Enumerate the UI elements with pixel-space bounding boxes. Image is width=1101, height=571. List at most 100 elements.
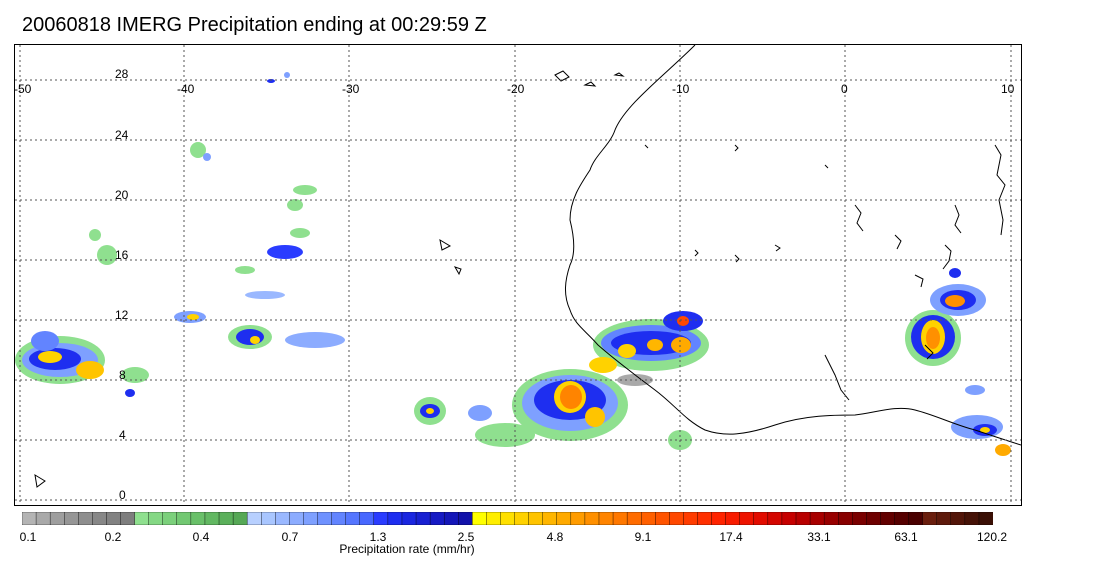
map-title: 20060818 IMERG Precipitation ending at 0… [22, 14, 487, 36]
lat-label-0: 0 [119, 488, 126, 502]
colorbar-swatch [739, 512, 755, 525]
colorbar-tick-6: 4.8 [546, 530, 564, 544]
lat-label-8: 8 [119, 368, 126, 382]
colorbar-swatch [134, 512, 150, 525]
lon-label-m10: -10 [672, 82, 690, 96]
colorbar-swatch [711, 512, 727, 525]
colorbar-swatch [373, 512, 389, 525]
colorbar-tick-2: 0.4 [192, 530, 210, 544]
precipitation-map [14, 44, 1022, 506]
colorbar [22, 512, 993, 525]
colorbar-tick-1: 0.2 [104, 530, 122, 544]
rain-cell-east-africa [905, 268, 1011, 456]
colorbar-swatch [781, 512, 797, 525]
colorbar-swatch [852, 512, 868, 525]
colorbar-swatch [626, 512, 642, 525]
lon-label-m40: -40 [177, 82, 195, 96]
colorbar-swatch [275, 512, 291, 525]
colorbar-swatch [556, 512, 572, 525]
colorbar-swatch [528, 512, 544, 525]
colorbar-swatch [753, 512, 769, 525]
colorbar-swatch [894, 512, 910, 525]
colorbar-tick-10: 63.1 [894, 530, 918, 544]
rain-cell-west [15, 229, 149, 397]
colorbar-title: Precipitation rate (mm/hr) [339, 542, 475, 556]
colorbar-swatch [640, 512, 656, 525]
colorbar-swatch [218, 512, 234, 525]
colorbar-swatch [669, 512, 685, 525]
colorbar-tick-9: 33.1 [807, 530, 831, 544]
colorbar-swatch [795, 512, 811, 525]
colorbar-swatch [598, 512, 614, 525]
lon-label-m20: -20 [507, 82, 525, 96]
colorbar-swatch [612, 512, 628, 525]
colorbar-swatch [401, 512, 417, 525]
colorbar-swatch [767, 512, 783, 525]
colorbar-swatch [584, 512, 600, 525]
rain-cell-central [414, 397, 535, 447]
colorbar-swatch [246, 512, 262, 525]
colorbar-swatch [190, 512, 206, 525]
colorbar-swatch [809, 512, 825, 525]
lat-label-28: 28 [115, 67, 129, 81]
rain-cell-mid-atlantic [174, 72, 345, 349]
colorbar-swatch [429, 512, 445, 525]
colorbar-swatch [204, 512, 220, 525]
lat-label-4: 4 [119, 428, 126, 442]
colorbar-swatch [514, 512, 530, 525]
colorbar-swatch [978, 512, 993, 525]
colorbar-swatch [697, 512, 713, 525]
colorbar-swatch [908, 512, 924, 525]
colorbar-swatch [64, 512, 79, 525]
colorbar-swatch [148, 512, 164, 525]
colorbar-swatch [838, 512, 853, 525]
colorbar-swatch [415, 512, 431, 525]
colorbar-swatch [950, 512, 966, 525]
colorbar-swatch [331, 512, 347, 525]
rain-cell-west-africa [512, 311, 709, 450]
colorbar-swatch [49, 512, 65, 525]
precipitation-layer [15, 72, 1011, 456]
colorbar-tick-3: 0.7 [281, 530, 299, 544]
lon-label-0: 0 [841, 82, 848, 96]
colorbar-tick-7: 9.1 [634, 530, 652, 544]
lon-label-10: 10 [1001, 82, 1015, 96]
colorbar-swatch [303, 512, 319, 525]
colorbar-tick-0: 0.1 [19, 530, 37, 544]
colorbar-tick-8: 17.4 [719, 530, 743, 544]
colorbar-swatch [472, 512, 488, 525]
colorbar-swatch [92, 512, 108, 525]
colorbar-swatch [387, 512, 403, 525]
colorbar-swatch [683, 512, 699, 525]
colorbar-swatch [359, 512, 375, 525]
colorbar-swatch [823, 512, 839, 525]
colorbar-swatch [120, 512, 136, 525]
colorbar-tick-4: 1.3 [369, 530, 387, 544]
colorbar-swatch [458, 512, 474, 525]
colorbar-swatch [345, 512, 361, 525]
colorbar-swatch [162, 512, 178, 525]
colorbar-swatch [725, 512, 741, 525]
colorbar-swatch [655, 512, 671, 525]
colorbar-swatch [486, 512, 502, 525]
colorbar-swatch [922, 512, 938, 525]
lon-label-m50: -50 [14, 82, 32, 96]
colorbar-swatch [261, 512, 276, 525]
colorbar-swatch [232, 512, 248, 525]
colorbar-tick-11: 120.2 [976, 530, 1008, 544]
lat-label-16: 16 [115, 248, 129, 262]
colorbar-swatch [936, 512, 952, 525]
colorbar-swatch [176, 512, 192, 525]
colorbar-swatch [542, 512, 558, 525]
colorbar-tick-5: 2.5 [457, 530, 475, 544]
colorbar-swatch [35, 512, 51, 525]
lat-label-24: 24 [115, 128, 129, 142]
colorbar-swatch [289, 512, 305, 525]
lat-label-20: 20 [115, 188, 129, 202]
colorbar-swatch [22, 512, 37, 525]
map-canvas [15, 45, 1021, 505]
colorbar-swatch [317, 512, 333, 525]
colorbar-swatch [106, 512, 122, 525]
colorbar-swatch [866, 512, 882, 525]
graticule [15, 45, 1021, 505]
